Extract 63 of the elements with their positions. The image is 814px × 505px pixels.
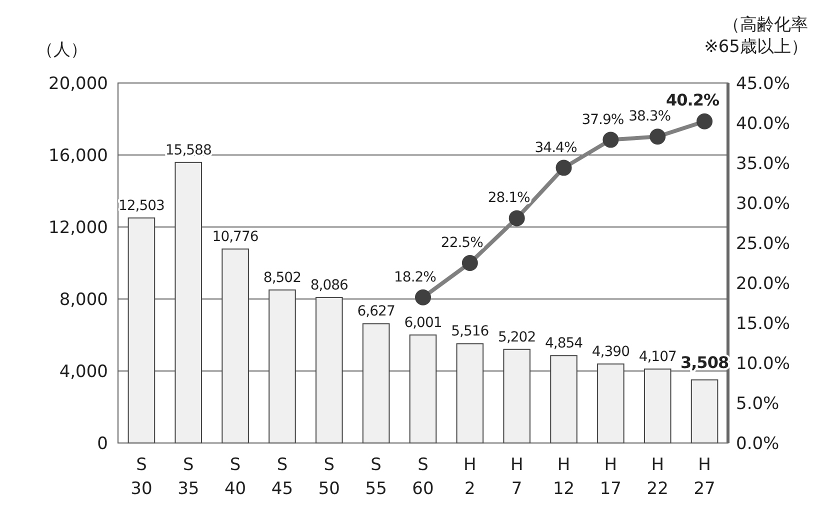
bar bbox=[644, 368, 672, 444]
y2-tick-label: 30.0% bbox=[736, 194, 790, 214]
data-label: 6,001 bbox=[404, 314, 442, 331]
bar bbox=[128, 217, 156, 444]
y-tick-label: 0 bbox=[97, 434, 108, 454]
data-label: 8,502 bbox=[263, 270, 302, 286]
x-tick-label: H 27 bbox=[694, 455, 716, 499]
y-tick-label: 16,000 bbox=[48, 146, 108, 166]
x-tick-label: S 40 bbox=[224, 455, 246, 499]
data-label: 5,516 bbox=[451, 324, 490, 340]
data-label: 4,390 bbox=[592, 344, 630, 360]
y2-tick-label: 45.0% bbox=[736, 74, 790, 94]
y-tick-label: 20,000 bbox=[48, 74, 108, 94]
data-label: 5,202 bbox=[498, 329, 536, 346]
data-label: 28.1% bbox=[488, 190, 530, 206]
x-tick-label: H 12 bbox=[552, 455, 575, 499]
data-label: 34.4% bbox=[534, 140, 577, 156]
bar bbox=[409, 334, 437, 444]
bar bbox=[268, 289, 296, 444]
bar bbox=[362, 323, 390, 444]
data-label: 10,776 bbox=[212, 229, 259, 246]
y2-axis-title: （高齢化率 ※65歳以上） bbox=[704, 15, 808, 57]
x-tick-label: H 7 bbox=[510, 455, 524, 499]
bar bbox=[316, 296, 343, 444]
bar bbox=[222, 248, 249, 444]
data-label: 4,107 bbox=[638, 349, 676, 366]
y2-tick-label: 35.0% bbox=[736, 154, 790, 174]
bar bbox=[597, 363, 624, 444]
data-label: 22.5% bbox=[440, 235, 484, 251]
data-label: 15,588 bbox=[165, 142, 212, 158]
data-label: 6,627 bbox=[357, 304, 395, 320]
x-tick-label: H 17 bbox=[600, 455, 622, 499]
bar bbox=[174, 162, 202, 444]
x-tick-label: S 60 bbox=[412, 455, 434, 499]
y-tick-label: 8,000 bbox=[59, 290, 108, 310]
bar bbox=[503, 348, 530, 444]
y-axis-title: （人） bbox=[36, 40, 88, 60]
y2-tick-label: 5.0% bbox=[736, 394, 780, 414]
data-label: 8,086 bbox=[310, 277, 349, 294]
bar bbox=[456, 343, 484, 444]
data-label: 4,854 bbox=[544, 336, 584, 352]
bar bbox=[690, 379, 718, 444]
data-label: 40.2% bbox=[666, 90, 720, 110]
bar bbox=[550, 355, 578, 444]
data-label: 12,503 bbox=[118, 198, 164, 214]
x-tick-label: S 55 bbox=[365, 455, 387, 499]
x-tick-label: H 2 bbox=[464, 455, 476, 499]
x-tick-label: H 22 bbox=[646, 455, 668, 499]
data-label: 18.2% bbox=[394, 269, 436, 286]
x-tick-label: S 35 bbox=[178, 455, 200, 499]
y-tick-label: 12,000 bbox=[48, 218, 108, 238]
x-tick-label: S 50 bbox=[318, 455, 340, 499]
y2-tick-label: 25.0% bbox=[736, 234, 790, 254]
data-label: 37.9% bbox=[582, 112, 624, 128]
y-tick-label: 4,000 bbox=[59, 362, 108, 382]
y2-tick-label: 10.0% bbox=[736, 354, 790, 374]
y2-tick-label: 15.0% bbox=[736, 314, 790, 334]
x-tick-label: S 30 bbox=[130, 455, 152, 499]
data-label: 38.3% bbox=[628, 108, 671, 125]
y2-tick-label: 0.0% bbox=[736, 434, 780, 454]
x-tick-label: S 45 bbox=[271, 455, 294, 499]
y2-tick-label: 20.0% bbox=[736, 274, 790, 294]
y2-tick-label: 40.0% bbox=[736, 114, 790, 134]
